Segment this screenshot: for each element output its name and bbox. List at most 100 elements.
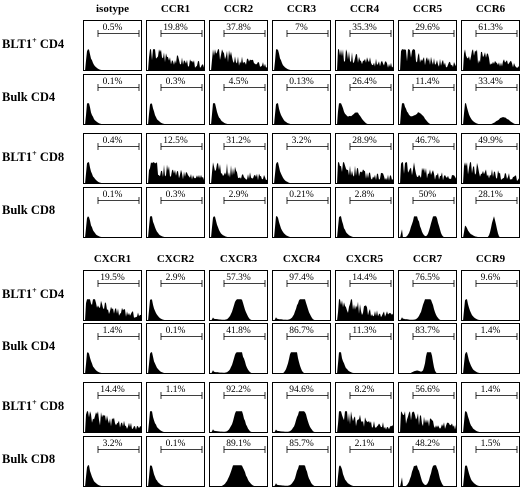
histogram-panel: 28.9% bbox=[335, 133, 394, 184]
histogram-panel: 31.2% bbox=[209, 133, 268, 184]
percent-label: 2.1% bbox=[336, 439, 393, 449]
gate-marker bbox=[475, 333, 518, 340]
histogram-plot bbox=[400, 84, 455, 124]
percent-label: 0.1% bbox=[147, 439, 204, 449]
row-label-suffix: CD4 bbox=[36, 37, 65, 52]
histogram-plot bbox=[463, 197, 518, 237]
histogram-plot bbox=[337, 333, 392, 373]
histogram-fill bbox=[211, 162, 267, 183]
percent-label: 31.2% bbox=[210, 136, 267, 146]
gate-marker bbox=[160, 30, 203, 37]
histogram-panel: 50% bbox=[398, 187, 457, 238]
percent-label: 4.5% bbox=[210, 77, 267, 87]
histogram-panel: 83.7% bbox=[398, 323, 457, 374]
histogram-fill bbox=[400, 299, 441, 320]
histogram-fill bbox=[400, 465, 444, 486]
gate-marker bbox=[223, 333, 266, 340]
histogram-plot bbox=[463, 30, 519, 70]
histogram-fill bbox=[463, 49, 519, 70]
percent-label: 12.5% bbox=[147, 136, 204, 146]
percent-value: 26.4% bbox=[351, 77, 378, 87]
row-label-superscript: + bbox=[32, 36, 37, 45]
histogram-panel: 37.8% bbox=[209, 20, 268, 71]
histogram-fill bbox=[400, 49, 456, 70]
percent-value: 29.6% bbox=[414, 23, 441, 33]
histogram-fill bbox=[148, 352, 164, 373]
histogram-plot bbox=[148, 84, 203, 124]
row-label-prefix: BLT1 bbox=[2, 399, 33, 414]
column-header-ccr6: CCR6 bbox=[475, 3, 506, 15]
histogram-panel: 76.5% bbox=[398, 270, 457, 321]
row-label-prefix: BLT1 bbox=[2, 150, 33, 165]
histogram-plot bbox=[400, 280, 455, 320]
gate-marker bbox=[160, 280, 203, 287]
row-label: BLT1+ CD4 bbox=[2, 286, 64, 302]
histogram-plot bbox=[400, 197, 455, 237]
histogram-plot bbox=[337, 84, 392, 124]
column-header-ccr9: CCR9 bbox=[475, 253, 506, 265]
percent-value: 19.5% bbox=[99, 273, 126, 283]
histogram-plot bbox=[211, 197, 266, 237]
histogram-fill bbox=[337, 299, 393, 320]
histogram-panel: 89.1% bbox=[209, 436, 268, 487]
row-label-prefix: Bulk CD8 bbox=[2, 452, 56, 466]
histogram-panel: 61.3% bbox=[461, 20, 520, 71]
percent-label: 50% bbox=[399, 190, 456, 200]
gate-marker bbox=[223, 197, 266, 204]
histogram-panel: 29.6% bbox=[398, 20, 457, 71]
percent-value: 0.21% bbox=[288, 190, 315, 200]
percent-value: 4.5% bbox=[227, 77, 250, 87]
gate-marker bbox=[97, 446, 140, 453]
histogram-plot bbox=[337, 30, 393, 70]
gate-marker bbox=[97, 392, 140, 399]
histogram-plot bbox=[463, 392, 518, 432]
histogram-panel: 97.4% bbox=[272, 270, 331, 321]
histogram-panel: 0.5% bbox=[83, 20, 142, 71]
percent-label: 19.8% bbox=[147, 23, 204, 33]
row-label: BLT1+ CD4 bbox=[2, 36, 64, 52]
histogram-fill bbox=[463, 465, 480, 486]
histogram-plot bbox=[148, 197, 203, 237]
percent-label: 0.13% bbox=[273, 77, 330, 87]
percent-label: 86.7% bbox=[273, 326, 330, 336]
percent-value: 1.4% bbox=[479, 385, 502, 395]
histogram-panel: 46.7% bbox=[398, 133, 457, 184]
gate-marker bbox=[349, 197, 392, 204]
gate-marker bbox=[223, 280, 266, 287]
histogram-fill bbox=[148, 103, 165, 124]
histogram-plot bbox=[274, 280, 329, 320]
percent-label: 89.1% bbox=[210, 439, 267, 449]
percent-value: 0.1% bbox=[101, 77, 124, 87]
percent-label: 2.9% bbox=[147, 273, 204, 283]
histogram-fill bbox=[148, 216, 165, 237]
histogram-fill bbox=[463, 162, 519, 183]
histogram-panel: 0.1% bbox=[146, 436, 205, 487]
histogram-fill bbox=[148, 465, 164, 486]
gate-marker bbox=[286, 84, 329, 91]
histogram-fill bbox=[85, 465, 102, 486]
percent-label: 37.8% bbox=[210, 23, 267, 33]
histogram-fill bbox=[85, 162, 102, 183]
histogram-fill bbox=[463, 299, 480, 320]
histogram-panel: 0.21% bbox=[272, 187, 331, 238]
percent-label: 56.6% bbox=[399, 385, 456, 395]
percent-value: 85.7% bbox=[288, 439, 315, 449]
percent-label: 29.6% bbox=[399, 23, 456, 33]
gate-marker bbox=[160, 84, 203, 91]
percent-value: 0.13% bbox=[288, 77, 315, 87]
row-label: Bulk CD8 bbox=[2, 452, 55, 467]
column-header-isotype: isotype bbox=[96, 3, 129, 15]
percent-label: 11.3% bbox=[336, 326, 393, 336]
histogram-fill bbox=[211, 411, 252, 432]
percent-value: 41.8% bbox=[225, 326, 252, 336]
gate-marker bbox=[349, 280, 392, 287]
percent-value: 61.3% bbox=[477, 23, 504, 33]
histogram-fill bbox=[85, 352, 102, 373]
gate-marker bbox=[475, 143, 518, 150]
percent-value: 0.1% bbox=[101, 190, 124, 200]
histogram-panel: 14.4% bbox=[335, 270, 394, 321]
percent-label: 0.1% bbox=[84, 190, 141, 200]
histogram-fill bbox=[463, 216, 500, 237]
percent-label: 2.8% bbox=[336, 190, 393, 200]
histogram-plot bbox=[337, 392, 393, 432]
